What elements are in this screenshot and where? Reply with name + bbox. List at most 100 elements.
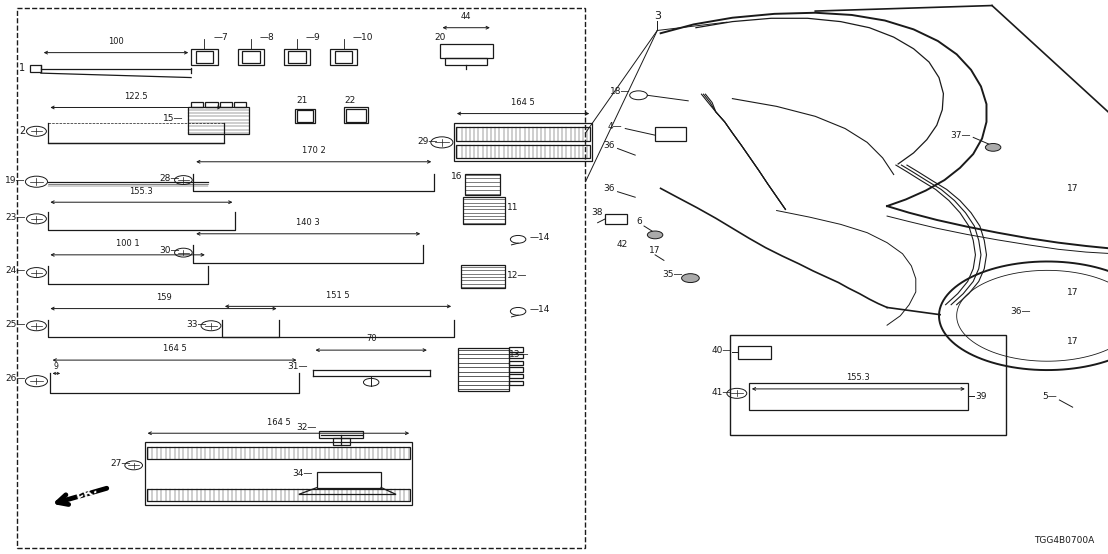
Bar: [510, 347, 523, 352]
Text: 24—: 24—: [6, 266, 25, 275]
Text: —8: —8: [259, 33, 275, 42]
Bar: [205, 102, 217, 107]
Bar: [510, 361, 523, 365]
Text: 151 5: 151 5: [326, 291, 350, 300]
Circle shape: [647, 231, 663, 239]
Text: —7: —7: [213, 33, 228, 42]
Bar: [284, 49, 310, 65]
Text: —9: —9: [306, 33, 320, 42]
Text: 140 3: 140 3: [296, 218, 320, 227]
Text: 30—: 30—: [160, 246, 181, 255]
Bar: [297, 110, 312, 122]
Text: 4—: 4—: [607, 122, 622, 131]
Bar: [465, 174, 501, 195]
Bar: [30, 65, 41, 72]
Text: 100 1: 100 1: [116, 239, 140, 248]
Text: 164 5: 164 5: [163, 345, 186, 353]
Text: 31—: 31—: [288, 362, 308, 371]
Text: 70: 70: [366, 335, 377, 343]
Bar: [237, 49, 264, 65]
Text: 9: 9: [54, 362, 59, 371]
Text: 2: 2: [19, 126, 25, 136]
Text: 33—: 33—: [186, 320, 206, 329]
Text: 36—: 36—: [1010, 307, 1030, 316]
Text: 1: 1: [19, 63, 25, 73]
Text: 12—: 12—: [507, 271, 527, 280]
Bar: [188, 107, 248, 134]
Bar: [191, 49, 217, 65]
Text: 13—: 13—: [510, 350, 530, 359]
Text: 37—: 37—: [951, 131, 971, 140]
Circle shape: [681, 274, 699, 283]
Text: 155.3: 155.3: [130, 187, 153, 196]
Bar: [147, 489, 410, 501]
Bar: [510, 381, 523, 385]
Text: 164 5: 164 5: [267, 418, 290, 427]
Bar: [510, 374, 523, 378]
Text: 155.3: 155.3: [847, 373, 870, 382]
Text: 17: 17: [1067, 184, 1078, 193]
Bar: [242, 51, 259, 63]
Text: —14: —14: [530, 305, 550, 314]
Text: 164 5: 164 5: [511, 98, 535, 107]
Bar: [191, 102, 203, 107]
Circle shape: [985, 143, 1001, 151]
Bar: [147, 447, 410, 459]
Bar: [234, 102, 246, 107]
Text: 38: 38: [591, 208, 603, 217]
Bar: [510, 367, 523, 372]
Bar: [510, 354, 523, 358]
Bar: [738, 346, 771, 359]
Bar: [655, 127, 686, 141]
Text: 42: 42: [616, 240, 627, 249]
Bar: [459, 348, 510, 391]
Text: 5—: 5—: [1043, 392, 1057, 401]
Bar: [346, 109, 366, 122]
Text: 39: 39: [975, 392, 987, 401]
Text: —10: —10: [352, 33, 373, 42]
Bar: [445, 58, 488, 65]
Text: 100: 100: [109, 37, 124, 46]
Text: 17: 17: [1067, 288, 1078, 297]
Text: 36: 36: [603, 184, 615, 193]
Bar: [454, 123, 592, 161]
Text: 3: 3: [654, 11, 660, 20]
Text: 17: 17: [649, 246, 660, 255]
Bar: [730, 335, 1006, 435]
Bar: [288, 51, 306, 63]
Text: 19—: 19—: [4, 176, 25, 184]
Text: 122.5: 122.5: [124, 92, 147, 101]
Text: 16: 16: [451, 172, 463, 181]
Bar: [319, 431, 363, 438]
Text: 26—: 26—: [6, 375, 25, 383]
Bar: [343, 107, 368, 123]
Text: 29—: 29—: [417, 137, 438, 146]
Bar: [605, 214, 627, 224]
Bar: [145, 442, 412, 505]
Text: 15—: 15—: [163, 114, 184, 123]
Bar: [17, 8, 585, 548]
Bar: [456, 127, 589, 141]
Bar: [461, 265, 505, 288]
Text: 41—: 41—: [712, 388, 732, 397]
Bar: [749, 383, 967, 410]
Text: 18—: 18—: [611, 88, 630, 96]
Text: 44: 44: [461, 12, 471, 21]
Text: 20: 20: [434, 33, 445, 42]
Bar: [330, 49, 357, 65]
Text: 25—: 25—: [6, 320, 25, 329]
Bar: [317, 472, 381, 488]
Bar: [463, 197, 505, 224]
Bar: [195, 51, 213, 63]
Bar: [456, 145, 589, 158]
Text: 23—: 23—: [6, 213, 25, 222]
Text: 159: 159: [155, 293, 172, 302]
Text: 6: 6: [637, 217, 643, 226]
Text: 11: 11: [507, 203, 519, 212]
Text: 34—: 34—: [293, 469, 312, 478]
Text: 32—: 32—: [297, 423, 317, 432]
Bar: [335, 51, 352, 63]
Bar: [440, 44, 493, 58]
Text: 27—: 27—: [110, 459, 131, 468]
Text: 22: 22: [345, 96, 356, 105]
